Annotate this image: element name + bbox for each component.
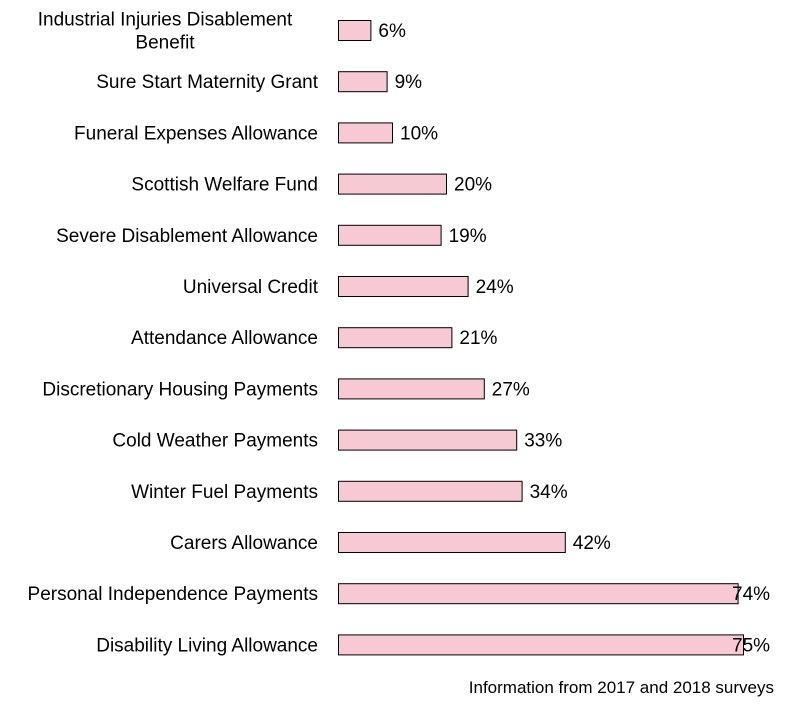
category-label: Disability Living Allowance: [96, 635, 318, 656]
bar: [338, 173, 447, 195]
bar: [338, 20, 372, 41]
bar: [338, 429, 518, 451]
value-label: 24%: [476, 277, 514, 298]
value-label: 21%: [459, 328, 497, 349]
value-label: 34%: [530, 482, 568, 503]
bar: [338, 634, 744, 656]
category-label: Personal Independence Payments: [28, 584, 318, 605]
category-label: Carers Allowance: [170, 533, 318, 554]
value-label: 75%: [732, 635, 770, 656]
bar: [338, 71, 388, 93]
value-label: 6%: [378, 21, 406, 42]
category-label: Discretionary Housing Payments: [42, 379, 318, 400]
value-label: 27%: [492, 379, 530, 400]
value-label: 19%: [449, 226, 487, 247]
category-label: Winter Fuel Payments: [131, 482, 318, 503]
bar: [338, 224, 442, 246]
category-label: Industrial Injuries Disablement Benefit: [38, 10, 293, 54]
bar: [338, 276, 469, 297]
category-label: Funeral Expenses Allowance: [74, 123, 318, 144]
category-label: Scottish Welfare Fund: [131, 175, 318, 196]
bar: [338, 480, 523, 502]
category-label: Sure Start Maternity Grant: [96, 72, 318, 93]
value-label: 9%: [395, 72, 423, 93]
value-label: 33%: [524, 431, 562, 452]
value-label: 42%: [573, 533, 611, 554]
category-label: Attendance Allowance: [131, 328, 318, 349]
bar: [338, 122, 393, 144]
value-label: 74%: [732, 584, 770, 605]
value-label: 10%: [400, 123, 438, 144]
bar: [338, 327, 453, 349]
source-note: Information from 2017 and 2018 surveys: [468, 678, 774, 697]
value-label: 20%: [454, 175, 492, 196]
bar: [338, 583, 739, 605]
category-label: Universal Credit: [183, 277, 319, 298]
bar: [338, 378, 485, 400]
category-label: Severe Disablement Allowance: [56, 226, 318, 247]
bar: [338, 532, 566, 553]
category-label: Cold Weather Payments: [112, 431, 318, 452]
